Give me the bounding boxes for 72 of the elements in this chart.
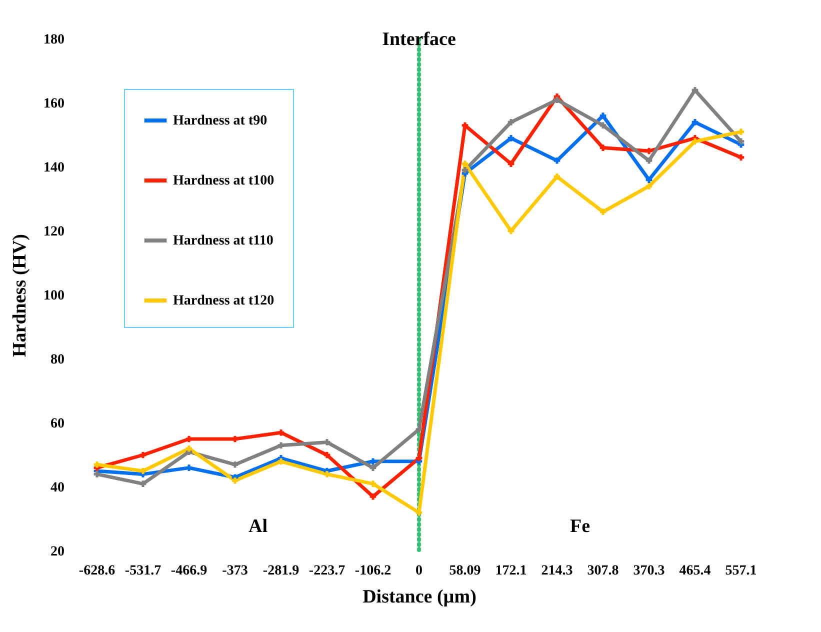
y-tick-label: 100 (44, 288, 64, 304)
x-tick-label: -281.9 (262, 564, 300, 578)
point (324, 452, 330, 458)
x-tick-label: -373 (222, 564, 248, 578)
legend-label: Hardness at t120 (173, 294, 274, 308)
point (370, 480, 376, 487)
point (554, 157, 560, 164)
point (278, 458, 284, 465)
point (94, 471, 100, 478)
x-tick-label: 465.4 (679, 564, 711, 578)
x-tick-label: 370.3 (633, 564, 665, 578)
y-tick-label: 180 (44, 32, 64, 48)
point (508, 135, 514, 142)
x-tick-label: 0 (416, 564, 422, 578)
point (324, 471, 330, 478)
point (646, 183, 652, 190)
point (738, 128, 744, 135)
x-tick-label: -531.7 (124, 564, 162, 578)
point (554, 96, 560, 103)
point (140, 480, 146, 487)
x-tick-label: 172.1 (495, 564, 527, 578)
x-tick-label: 214.3 (541, 564, 573, 578)
point (600, 208, 606, 215)
x-axis-title: Distance (µm) (362, 586, 476, 608)
legend-label: Hardness at t90 (173, 114, 268, 128)
legend-label: Hardness at t110 (173, 234, 274, 248)
x-tick-label: -628.6 (78, 564, 116, 578)
point (738, 138, 744, 145)
annotation: Al (248, 516, 268, 537)
point (646, 157, 652, 164)
point (324, 439, 330, 446)
point (692, 138, 698, 145)
x-tick-label: 58.09 (449, 564, 481, 578)
y-tick-label: 160 (44, 96, 64, 112)
y-tick-label: 120 (44, 224, 64, 240)
point (692, 119, 698, 126)
x-tick-label: 307.8 (587, 564, 619, 578)
point (508, 228, 514, 234)
x-tick-label: -106.2 (354, 564, 392, 578)
point (508, 119, 514, 126)
point (140, 468, 146, 474)
point (416, 455, 422, 462)
point (370, 493, 376, 500)
point (186, 464, 192, 471)
point (462, 167, 468, 174)
point (416, 426, 422, 433)
point (646, 176, 652, 183)
point (508, 160, 514, 167)
y-tick-label: 40 (50, 480, 64, 496)
point (370, 464, 376, 471)
ref-line-label: Interface (382, 29, 456, 50)
y-tick-label: 20 (50, 544, 64, 560)
point (186, 445, 192, 452)
y-axis-title: Hardness (HV) (10, 234, 30, 357)
y-tick-label: 140 (44, 160, 64, 176)
x-tick-label: 557.1 (725, 564, 757, 578)
point (600, 112, 606, 119)
point (278, 429, 284, 436)
annotation: Fe (570, 516, 590, 537)
y-tick-label: 60 (50, 416, 64, 432)
point (94, 461, 100, 468)
point (232, 477, 238, 484)
point (554, 173, 560, 180)
point (140, 452, 146, 458)
x-tick-label: -466.9 (170, 564, 208, 578)
point (232, 461, 238, 468)
point (692, 87, 698, 94)
point (600, 122, 606, 129)
legend-label: Hardness at t100 (173, 174, 274, 188)
point (738, 154, 744, 161)
y-tick-label: 80 (50, 352, 64, 368)
x-tick-label: -223.7 (308, 564, 346, 578)
